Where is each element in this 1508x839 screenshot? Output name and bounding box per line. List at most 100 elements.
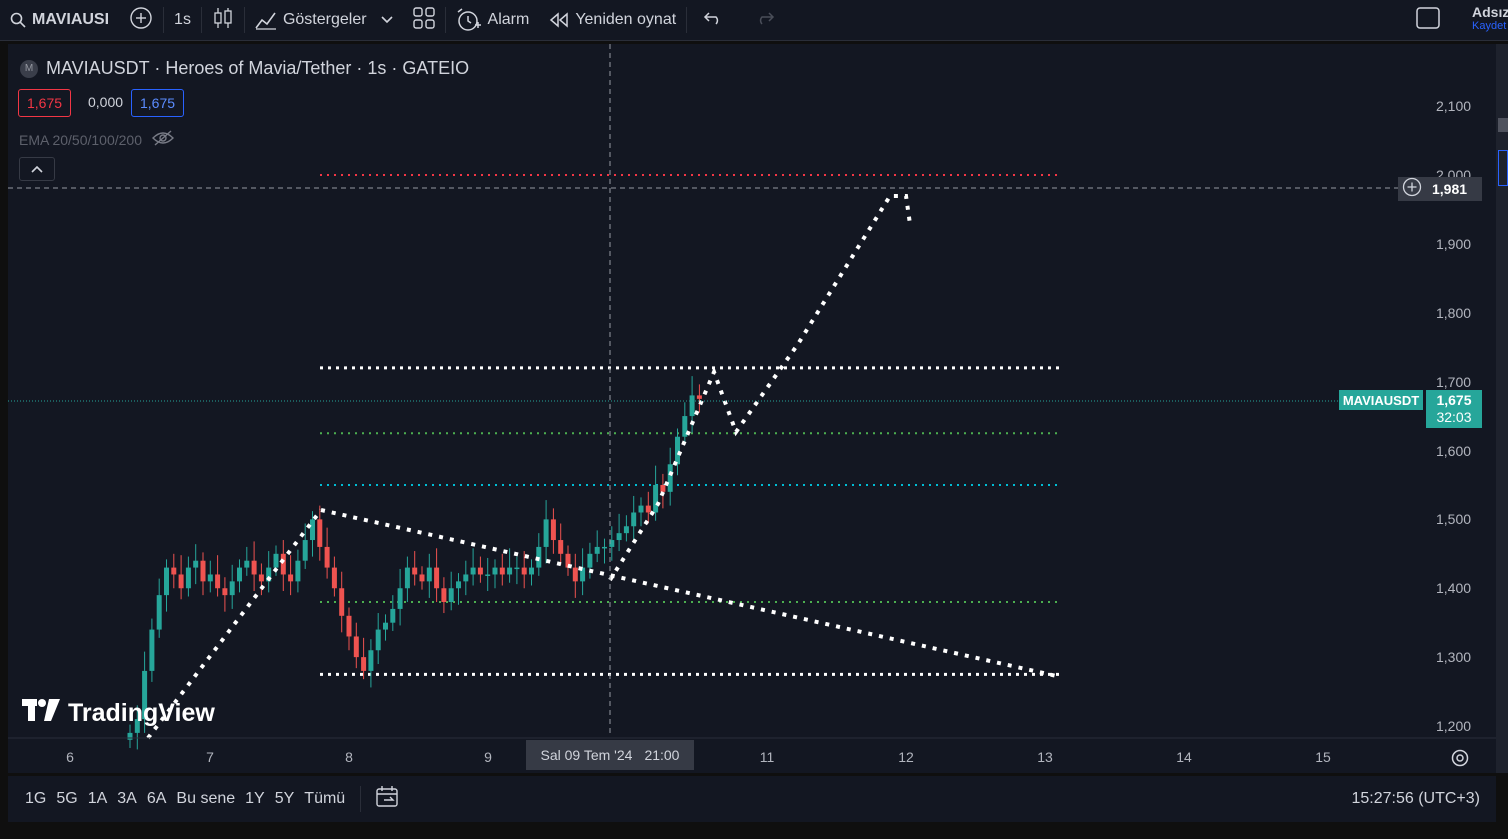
crosshair-price-tag: 1,981 bbox=[1398, 177, 1482, 201]
candle bbox=[331, 556, 337, 597]
interval-label: 1s bbox=[174, 11, 191, 28]
candle bbox=[419, 566, 425, 590]
alarm-button[interactable]: Alarm bbox=[446, 0, 540, 40]
chevron-down-icon[interactable] bbox=[380, 11, 393, 29]
chart-pane[interactable]: M MAVIAUSDT · Heroes of Mavia/Tether · 1… bbox=[8, 44, 1496, 773]
candle bbox=[448, 571, 454, 611]
collapse-legend-button[interactable] bbox=[19, 157, 55, 181]
go-to-date-button[interactable] bbox=[371, 785, 405, 814]
symbol-legend[interactable]: M MAVIAUSDT · Heroes of Mavia/Tether · 1… bbox=[20, 58, 469, 79]
symbol-search-button[interactable]: MAVIAUSI bbox=[0, 0, 119, 40]
timezone-clock-button[interactable]: 15:27:56 (UTC+3) bbox=[1351, 790, 1480, 808]
candle bbox=[623, 515, 629, 542]
range-tab[interactable]: Tümü bbox=[304, 790, 346, 807]
candles bbox=[127, 376, 702, 750]
candle bbox=[222, 577, 228, 612]
last-symbol-label: MAVIAUSDT bbox=[1342, 392, 1420, 408]
candle bbox=[229, 564, 235, 609]
replay-button[interactable]: Yeniden oynat bbox=[539, 0, 686, 40]
layouts-button[interactable] bbox=[403, 0, 445, 40]
candle bbox=[477, 556, 483, 583]
rewind-icon bbox=[549, 12, 569, 28]
candle bbox=[288, 555, 294, 596]
ask-price: 1,675 bbox=[140, 95, 176, 111]
tradingview-watermark[interactable]: TradingView bbox=[22, 699, 215, 728]
toolbar-divider bbox=[243, 7, 245, 33]
candle bbox=[302, 523, 308, 569]
fullscreen-button[interactable] bbox=[1406, 0, 1450, 40]
square-icon bbox=[1416, 6, 1440, 34]
candle bbox=[266, 551, 272, 593]
ask-price-box[interactable]: 1,675 bbox=[131, 89, 185, 117]
toolbar-divider bbox=[163, 7, 165, 33]
candle bbox=[353, 622, 359, 669]
time-axis-label: 9 bbox=[484, 749, 492, 765]
range-tab[interactable]: 1A bbox=[87, 790, 108, 807]
indicators-button[interactable]: Göstergeler bbox=[245, 0, 403, 40]
candle bbox=[383, 614, 388, 641]
clock-text: 15:27:56 (UTC+3) bbox=[1351, 790, 1480, 807]
axis-settings-button[interactable] bbox=[1450, 748, 1470, 773]
candle bbox=[550, 508, 556, 554]
range-tab[interactable]: 6A bbox=[146, 790, 167, 807]
candle bbox=[521, 551, 527, 589]
candle bbox=[645, 491, 651, 524]
candle bbox=[682, 402, 688, 445]
candle bbox=[675, 428, 680, 476]
candle bbox=[631, 495, 637, 543]
price-axis-label: 1,900 bbox=[1436, 235, 1472, 252]
candle bbox=[164, 559, 169, 612]
redo-button[interactable] bbox=[739, 0, 791, 40]
time-axis-label: 15 bbox=[1315, 749, 1331, 765]
range-tab[interactable]: 1G bbox=[25, 790, 47, 807]
calendar-icon bbox=[375, 785, 401, 813]
candle bbox=[602, 538, 607, 564]
range-tab[interactable]: 5Y bbox=[274, 790, 295, 807]
candle bbox=[536, 533, 542, 576]
candle bbox=[244, 546, 250, 576]
candle bbox=[397, 568, 403, 626]
ema-indicator-legend[interactable]: EMA 20/50/100/200 bbox=[19, 130, 174, 149]
save-status[interactable]: Kaydet bbox=[1472, 20, 1507, 32]
chart-type-button[interactable] bbox=[202, 0, 244, 40]
bottom-divider bbox=[360, 786, 362, 812]
range-tab[interactable]: 3A bbox=[117, 790, 137, 807]
time-axis-label: 14 bbox=[1176, 749, 1192, 765]
eye-hidden-icon[interactable] bbox=[152, 130, 174, 149]
bid-price: 1,675 bbox=[27, 95, 63, 111]
candle bbox=[280, 540, 286, 592]
time-axis-label: 6 bbox=[66, 749, 74, 765]
candle bbox=[543, 500, 549, 564]
price-axis-label: 1,200 bbox=[1436, 718, 1472, 734]
toolbar-divider bbox=[444, 7, 446, 33]
candle bbox=[470, 548, 476, 586]
symbol-title: MAVIAUSDT · Heroes of Mavia/Tether · 1s … bbox=[46, 58, 470, 78]
pattern-drawings bbox=[146, 194, 1062, 740]
candle bbox=[587, 542, 593, 579]
search-icon bbox=[10, 12, 26, 28]
candle bbox=[251, 541, 257, 592]
candle bbox=[127, 724, 133, 749]
compare-symbol-button[interactable] bbox=[119, 0, 163, 40]
undo-button[interactable] bbox=[687, 0, 739, 40]
replay-label: Yeniden oynat bbox=[575, 11, 677, 28]
price-axis-label: 1,400 bbox=[1436, 580, 1472, 597]
redo-icon bbox=[755, 11, 775, 30]
bid-price-box[interactable]: 1,675 bbox=[18, 89, 72, 117]
range-tab[interactable]: Bu sene bbox=[176, 790, 236, 807]
interval-button[interactable]: 1s bbox=[164, 0, 201, 40]
range-tab[interactable]: 1Y bbox=[245, 790, 265, 807]
add-alert-plus-icon[interactable] bbox=[1402, 177, 1422, 202]
candle bbox=[142, 651, 148, 733]
indicators-label: Göstergeler bbox=[282, 11, 367, 28]
candle bbox=[339, 571, 345, 633]
rally-to-apex-line bbox=[146, 508, 323, 740]
candle bbox=[696, 384, 702, 413]
layout-name-button[interactable]: Adsız Kaydet bbox=[1472, 4, 1508, 32]
right-strip-highlight bbox=[1498, 150, 1508, 186]
chart-canvas[interactable] bbox=[8, 44, 1496, 773]
toolbar-divider bbox=[686, 7, 688, 33]
right-strip-block bbox=[1498, 118, 1508, 132]
range-tab[interactable]: 5G bbox=[56, 790, 78, 807]
last-price: 1,675 bbox=[1436, 392, 1472, 408]
